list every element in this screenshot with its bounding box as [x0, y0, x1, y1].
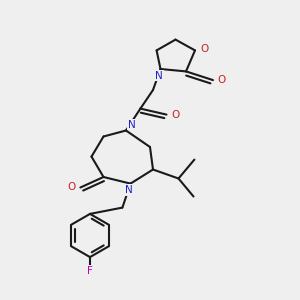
Text: O: O: [218, 75, 226, 85]
Text: F: F: [87, 266, 93, 276]
Text: N: N: [128, 119, 136, 130]
Text: O: O: [67, 182, 76, 193]
Text: O: O: [200, 44, 208, 54]
Text: O: O: [171, 110, 180, 120]
Text: N: N: [125, 185, 133, 195]
Text: N: N: [155, 70, 163, 81]
